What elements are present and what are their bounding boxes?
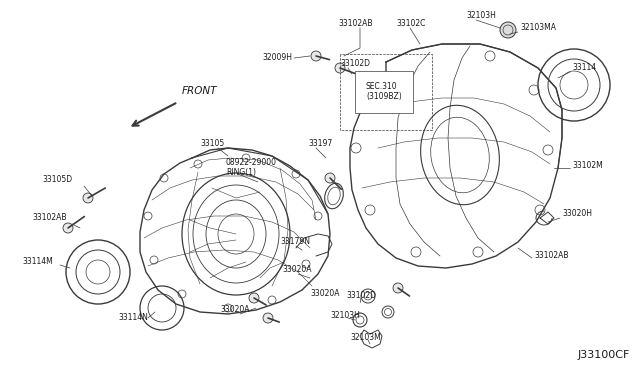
Text: 33114N: 33114N <box>118 314 148 323</box>
Circle shape <box>311 51 321 61</box>
Text: 32103H: 32103H <box>330 311 360 320</box>
Text: 33102D: 33102D <box>346 291 376 299</box>
Circle shape <box>83 193 93 203</box>
Circle shape <box>382 306 394 318</box>
Circle shape <box>63 223 73 233</box>
Text: 33179N: 33179N <box>280 237 310 247</box>
Circle shape <box>393 283 403 293</box>
Circle shape <box>335 63 345 73</box>
Circle shape <box>353 313 367 327</box>
Text: 33102M: 33102M <box>572 160 603 170</box>
Text: FRONT: FRONT <box>182 86 218 96</box>
Text: 33105D: 33105D <box>42 176 72 185</box>
Text: 33020A: 33020A <box>220 305 250 314</box>
Text: SEC.310
(3109BZ): SEC.310 (3109BZ) <box>366 82 402 102</box>
Text: 32103H: 32103H <box>466 12 496 20</box>
Ellipse shape <box>324 183 343 209</box>
Text: 33102C: 33102C <box>396 19 426 29</box>
Circle shape <box>263 313 273 323</box>
Text: 33102D: 33102D <box>340 60 370 68</box>
Circle shape <box>249 293 259 303</box>
Text: 08922-29000
RING(1): 08922-29000 RING(1) <box>226 158 277 177</box>
Text: 33102AB: 33102AB <box>534 250 568 260</box>
Text: 33102AB: 33102AB <box>32 214 67 222</box>
Text: J33100CF: J33100CF <box>578 350 630 360</box>
Text: 33114M: 33114M <box>22 257 52 266</box>
Text: 33197: 33197 <box>308 140 332 148</box>
Text: 32103MA: 32103MA <box>520 23 556 32</box>
Text: 33020H: 33020H <box>562 209 592 218</box>
Circle shape <box>361 289 375 303</box>
Text: 33020A: 33020A <box>310 289 339 298</box>
Text: 32103M: 32103M <box>350 333 381 341</box>
Text: 33102AB: 33102AB <box>338 19 372 29</box>
Circle shape <box>325 173 335 183</box>
Text: 32009H: 32009H <box>262 54 292 62</box>
Text: 33020A: 33020A <box>282 266 312 275</box>
Circle shape <box>500 22 516 38</box>
Text: 33105: 33105 <box>200 140 224 148</box>
Text: 33114: 33114 <box>572 64 596 73</box>
